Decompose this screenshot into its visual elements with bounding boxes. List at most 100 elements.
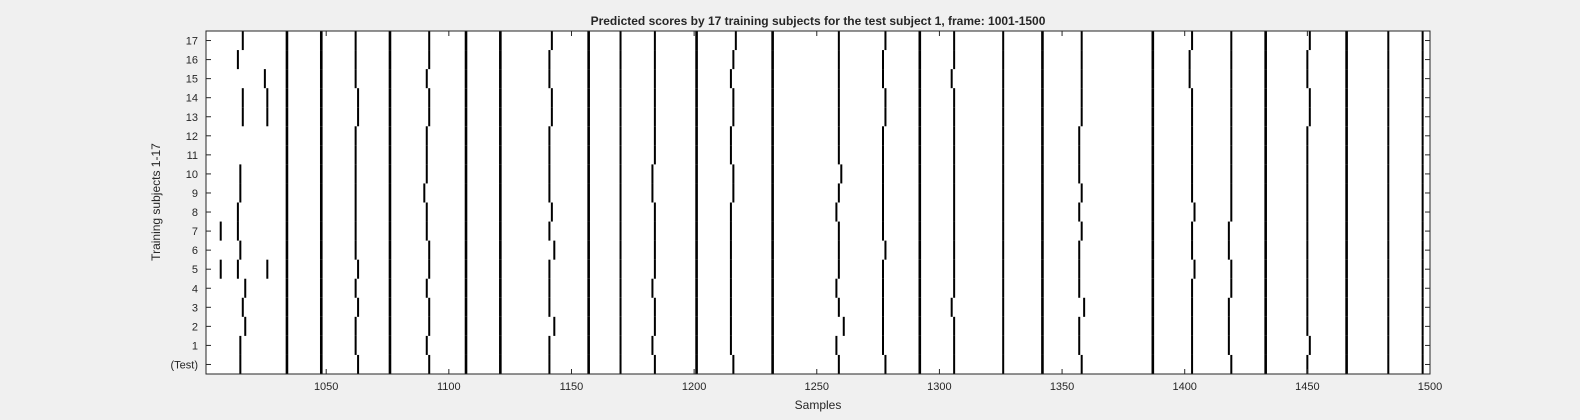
event-bar (1387, 50, 1390, 70)
event-bar (388, 31, 392, 51)
event-bar (1002, 69, 1005, 89)
event-bar (1387, 164, 1390, 184)
event-bar (499, 88, 502, 108)
event-bar (918, 31, 922, 51)
event-bar (1002, 221, 1005, 241)
event-bar (1002, 278, 1005, 298)
event-bar (918, 259, 922, 279)
event-bar (619, 88, 622, 108)
event-bar (319, 297, 323, 317)
event-bar (1306, 316, 1309, 336)
event-bar (1230, 69, 1233, 89)
event-bar (953, 31, 956, 51)
event-bar (425, 221, 428, 241)
event-bar (729, 278, 732, 298)
x-tick-label: 1300 (927, 381, 951, 393)
event-bar (1002, 316, 1005, 336)
event-bar (285, 354, 289, 374)
event-bar (1041, 126, 1044, 146)
event-bar (464, 240, 468, 260)
event-bar (1387, 183, 1390, 203)
event-bar (1230, 202, 1233, 222)
event-bar (587, 297, 590, 317)
event-bar (729, 69, 732, 89)
event-bar (464, 278, 468, 298)
event-bar (619, 183, 622, 203)
event-bar (1151, 297, 1155, 317)
event-bar (1041, 240, 1044, 260)
event-bar (354, 278, 357, 298)
event-bar (1002, 164, 1005, 184)
axes-frame (205, 30, 1431, 375)
event-bar (285, 164, 289, 184)
event-bar (884, 107, 887, 127)
event-bar (319, 107, 323, 127)
event-bar (1345, 31, 1348, 51)
event-bar (882, 183, 884, 203)
event-bar (1264, 183, 1267, 203)
y-tick-label: 2 (192, 321, 198, 333)
event-bar (771, 259, 774, 279)
event-bar (1230, 31, 1233, 51)
event-bar (1191, 145, 1194, 165)
y-tick-label: 11 (187, 150, 198, 162)
event-bar (771, 240, 774, 260)
event-bar (553, 240, 556, 260)
event-bar (1264, 335, 1267, 355)
event-bar (918, 240, 922, 260)
event-bar (587, 335, 590, 355)
event-bar (771, 221, 774, 241)
event-bar (1387, 278, 1390, 298)
event-bar (1230, 107, 1233, 127)
event-bar (1308, 31, 1311, 51)
event-bar (1151, 316, 1155, 336)
event-bar (1421, 183, 1424, 203)
event-bar (771, 183, 774, 203)
event-bar (1151, 164, 1155, 184)
event-bar (619, 221, 622, 241)
event-bar (1345, 126, 1348, 146)
event-bar (953, 259, 956, 279)
event-bar (319, 202, 323, 222)
event-bar (1151, 240, 1155, 260)
event-bar (1080, 50, 1083, 70)
event-bar (1345, 240, 1348, 260)
event-bar (1264, 278, 1267, 298)
event-bar (1151, 50, 1155, 70)
event-bar (771, 164, 774, 184)
event-bar (918, 278, 922, 298)
event-bar (357, 259, 360, 279)
y-axis-label: Training subjects 1-17 (149, 143, 163, 261)
event-bar (1041, 50, 1044, 70)
event-bar (219, 259, 222, 279)
event-bar (236, 259, 239, 279)
event-bar (1078, 126, 1081, 146)
event-bar (1421, 107, 1424, 127)
event-bar (619, 69, 622, 89)
event-bar (1078, 335, 1081, 355)
x-tick-label: 1500 (1418, 381, 1442, 393)
event-bar (653, 88, 656, 108)
event-bar (464, 183, 468, 203)
event-bar (1387, 335, 1390, 355)
event-bar (771, 297, 774, 317)
event-bar (1080, 221, 1083, 241)
event-bar (771, 202, 774, 222)
event-bar (1041, 145, 1044, 165)
event-bar (918, 50, 922, 70)
event-bar (464, 221, 468, 241)
event-bar (1264, 316, 1267, 336)
event-bar (319, 145, 323, 165)
event-bar (285, 202, 289, 222)
event-bar (587, 221, 590, 241)
event-bar (285, 240, 289, 260)
event-bar (1345, 88, 1348, 108)
event-bar (388, 107, 392, 127)
event-bar (695, 354, 698, 374)
event-bar (1041, 164, 1044, 184)
event-bar (464, 107, 468, 127)
event-bar (464, 335, 468, 355)
event-bar (1421, 335, 1424, 355)
event-bar (1002, 50, 1005, 70)
event-bar (695, 88, 698, 108)
